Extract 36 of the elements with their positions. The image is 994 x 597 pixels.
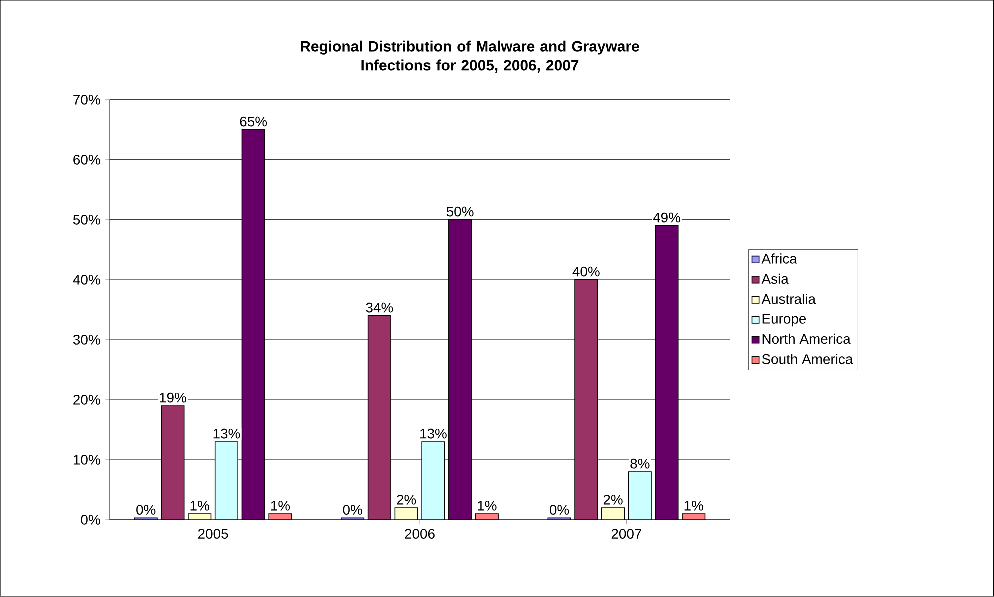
legend-label: Europe [762,314,806,327]
data-label: 50% [446,206,474,217]
y-tick-label: 10% [74,455,100,465]
data-label: 2% [397,495,416,505]
data-label: 0% [136,505,156,516]
y-tick-label: 40% [73,275,100,285]
y-tick-label: 20% [74,395,100,405]
legend-label: North America [762,334,851,344]
y-tick-label: 50% [73,215,100,225]
data-label: 13% [420,428,447,439]
data-label: 1% [478,501,497,511]
legend-label: South America [762,354,854,364]
data-label: 13% [214,428,240,439]
data-label: 1% [684,501,704,511]
data-label: 8% [630,458,650,469]
y-tick-label: 30% [73,335,100,345]
chart-title: Regional Distribution of Malware and Grayware Infections for 2005, 2006, 2007 [301,40,640,73]
data-label: 2% [604,495,623,505]
legend-label: Asia [762,274,789,284]
data-label: 1% [271,501,290,511]
data-label: 49% [653,212,680,223]
data-label: 19% [160,392,186,403]
data-label: 65% [240,116,268,127]
y-tick-label: 60% [74,155,100,165]
data-label: 0% [550,505,570,516]
data-label: 34% [366,302,394,313]
y-tick-label: 0% [81,515,100,525]
x-tick-label: 2006 [405,529,435,540]
legend-label: Australia [762,294,816,304]
x-tick-label: 2007 [612,529,642,540]
legend-label: Africa [762,254,798,264]
data-label: 40% [572,266,600,277]
x-tick-label: 2005 [198,529,228,540]
y-tick-label: 70% [74,95,100,105]
data-label: 1% [190,501,210,511]
data-label: 0% [343,505,362,516]
